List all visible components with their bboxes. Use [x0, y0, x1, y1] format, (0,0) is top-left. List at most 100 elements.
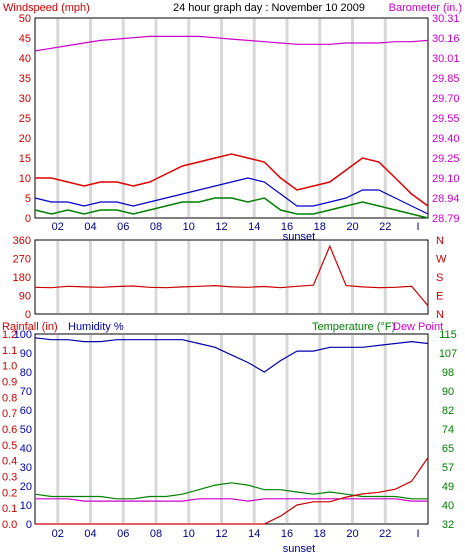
direction-tick: 270: [13, 254, 31, 266]
humidity-x-tick: 18: [314, 528, 326, 540]
wind-x-tick: 12: [215, 221, 227, 233]
temperature-tick: 57: [442, 462, 454, 474]
barometer-tick: 30.16: [432, 33, 460, 45]
windspeed-tick: 40: [19, 53, 31, 65]
humidity-x-tick: 12: [215, 528, 227, 540]
wind-gust-line: [35, 153, 429, 207]
wind-x-tick: 08: [150, 221, 162, 233]
compass-tick: S: [436, 272, 443, 284]
humidity-tick: 80: [20, 367, 32, 379]
rainfall-tick: 0.7: [2, 408, 17, 420]
humidity-tick: 0: [26, 519, 32, 531]
humidity-x-tick: 22: [379, 528, 391, 540]
windspeed-tick: 45: [19, 33, 31, 45]
humidity-x-tick: 08: [150, 528, 162, 540]
rainfall-tick: 1.2: [2, 329, 17, 341]
rainfall-axis-label: Rainfall (in): [2, 321, 58, 333]
temperature-tick: 32: [442, 519, 454, 531]
barometer-tick: 30.31: [432, 13, 460, 25]
wind-panel-frame: [34, 17, 429, 219]
wind-direction-line: [34, 244, 429, 307]
windspeed-axis-label: Windspeed (mph): [3, 2, 90, 14]
rainfall-tick: 1.0: [2, 361, 17, 373]
humidity-tick: 30: [20, 462, 32, 474]
rainfall-tick: 0.2: [2, 487, 17, 499]
barometer-tick: 28.79: [432, 213, 460, 225]
rainfall-tick: 0.4: [2, 456, 17, 468]
temperature-tick: 40: [442, 500, 454, 512]
humidity-tick: 40: [20, 443, 32, 455]
windspeed-tick: 50: [19, 13, 31, 25]
compass-tick: E: [436, 291, 443, 303]
wind-x-tick: I: [416, 221, 419, 233]
wind-low-line: [34, 197, 429, 219]
humidity-x-tick: I: [416, 528, 419, 540]
humidity-panel-frame: [34, 333, 429, 525]
temperature-tick: 65: [442, 443, 454, 455]
windspeed-tick: 15: [19, 153, 31, 165]
rainfall-line: [35, 457, 429, 525]
windspeed-tick: 20: [19, 133, 31, 145]
wind-x-tick: 22: [379, 221, 391, 233]
dewpoint-axis-label: Dew Point: [393, 321, 443, 333]
temperature-tick: 82: [442, 405, 454, 417]
compass-tick: N: [436, 309, 444, 321]
barometer-tick: 29.10: [432, 173, 460, 185]
temperature-tick: 49: [442, 481, 454, 493]
barometer-axis-label: Barometer (in.): [389, 2, 462, 14]
humidity-tick: 90: [20, 348, 32, 360]
windspeed-tick: 0: [25, 213, 31, 225]
wind-x-tick: 04: [84, 221, 96, 233]
windspeed-tick: 35: [19, 73, 31, 85]
temperature-tick: 115: [439, 329, 457, 341]
humidity-x-tick: 02: [52, 528, 64, 540]
humidity-tick: 70: [20, 386, 32, 398]
humidity-tick: 10: [20, 500, 32, 512]
rainfall-tick: 0.8: [2, 392, 17, 404]
rainfall-tick: 0.6: [2, 424, 17, 436]
rainfall-tick: 0.0: [2, 519, 17, 531]
windspeed-tick: 5: [25, 193, 31, 205]
temperature-axis-label: Temperature (°F): [312, 321, 395, 333]
temperature-tick: 90: [442, 386, 454, 398]
wind-average-line: [34, 177, 429, 215]
compass-tick: N: [436, 235, 444, 247]
sunset-label-bottom: sunset: [283, 543, 315, 555]
wind-x-tick: 10: [183, 221, 195, 233]
humidity-x-tick: 16: [281, 528, 293, 540]
barometer-tick: 29.85: [432, 73, 460, 85]
wind-x-tick: 02: [52, 221, 64, 233]
compass-tick: W: [436, 254, 447, 266]
humidity-tick: 60: [20, 405, 32, 417]
direction-tick: 180: [13, 272, 31, 284]
barometer-tick: 29.70: [432, 93, 460, 105]
windspeed-tick: 25: [19, 113, 31, 125]
humidity-axis-label: Humidity %: [68, 321, 124, 333]
direction-tick: 0: [25, 309, 31, 321]
temperature-tick: 74: [442, 424, 454, 436]
humidity-tick: 100: [14, 329, 32, 341]
barometer-tick: 30.01: [432, 53, 460, 65]
humidity-x-tick: 14: [248, 528, 260, 540]
rainfall-tick: 0.9: [2, 377, 17, 389]
direction-panel-frame: [34, 239, 429, 315]
humidity-x-tick: 20: [346, 528, 358, 540]
wind-x-tick: 20: [346, 221, 358, 233]
humidity-line: [34, 337, 429, 373]
rainfall-tick: 0.5: [2, 440, 17, 452]
barometer-tick: 29.55: [432, 113, 460, 125]
graph-title: 24 hour graph day : November 10 2009: [173, 2, 365, 14]
rainfall-tick: 1.1: [2, 345, 17, 357]
temperature-line: [34, 482, 428, 500]
barometer-tick: 28.94: [432, 193, 460, 205]
humidity-x-tick: 06: [117, 528, 129, 540]
wind-x-tick: 14: [248, 221, 260, 233]
wind-x-tick: 18: [314, 221, 326, 233]
barometer-tick: 29.25: [432, 153, 460, 165]
humidity-x-tick: 10: [183, 528, 195, 540]
barometer-tick: 29.40: [432, 133, 460, 145]
wind-x-tick: 16: [281, 221, 293, 233]
humidity-tick: 20: [20, 481, 32, 493]
windspeed-tick: 30: [19, 93, 31, 105]
direction-tick: 360: [13, 235, 31, 247]
